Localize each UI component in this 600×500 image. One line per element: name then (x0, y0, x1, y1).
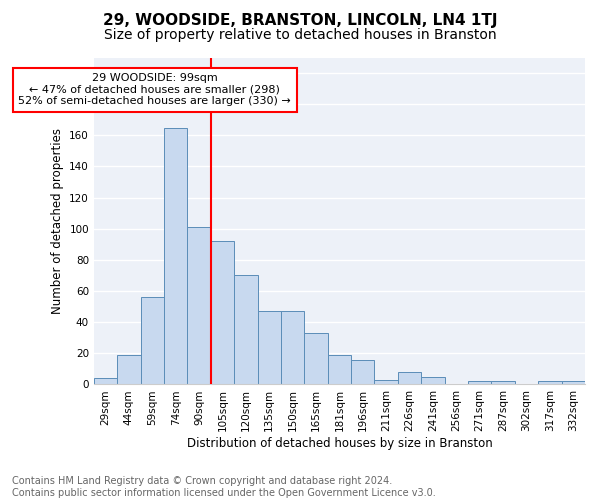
Bar (398, 372, 421, 384)
Bar (421, 376, 445, 384)
Bar (351, 360, 374, 384)
Bar (257, 312, 281, 384)
Bar (491, 382, 515, 384)
Text: 29 WOODSIDE: 99sqm
← 47% of detached houses are smaller (298)
52% of semi-detach: 29 WOODSIDE: 99sqm ← 47% of detached hou… (18, 73, 291, 106)
Bar (211, 241, 234, 384)
Bar (538, 382, 562, 384)
Bar (374, 380, 398, 384)
Bar (187, 227, 211, 384)
Bar (281, 312, 304, 384)
Bar (328, 355, 351, 384)
Bar (468, 382, 491, 384)
Bar (94, 378, 117, 384)
Bar (562, 382, 585, 384)
Bar (304, 333, 328, 384)
Text: Size of property relative to detached houses in Branston: Size of property relative to detached ho… (104, 28, 496, 42)
Bar (234, 276, 257, 384)
Text: Contains HM Land Registry data © Crown copyright and database right 2024.
Contai: Contains HM Land Registry data © Crown c… (12, 476, 436, 498)
X-axis label: Distribution of detached houses by size in Branston: Distribution of detached houses by size … (187, 437, 492, 450)
Bar (117, 355, 140, 384)
Y-axis label: Number of detached properties: Number of detached properties (50, 128, 64, 314)
Text: 29, WOODSIDE, BRANSTON, LINCOLN, LN4 1TJ: 29, WOODSIDE, BRANSTON, LINCOLN, LN4 1TJ (103, 12, 497, 28)
Bar (140, 298, 164, 384)
Bar (164, 128, 187, 384)
